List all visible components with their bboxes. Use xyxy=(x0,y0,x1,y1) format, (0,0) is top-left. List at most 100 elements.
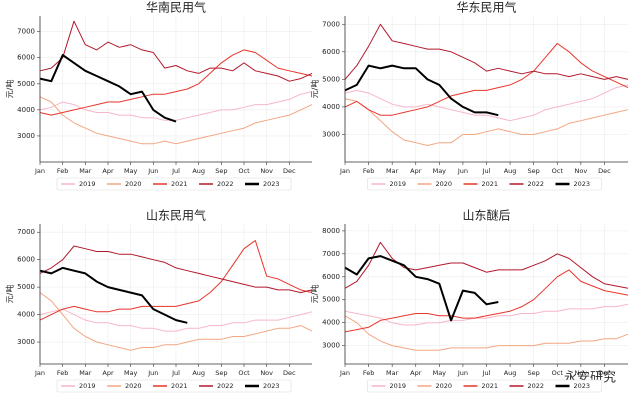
y-tick-label: 4000 xyxy=(17,106,35,114)
series-line xyxy=(39,91,313,121)
x-tick-label: Jul xyxy=(482,369,491,377)
x-tick-label: Sep xyxy=(528,167,540,175)
y-tick-label: 4000 xyxy=(322,319,340,327)
x-tick-label: Aug xyxy=(192,167,205,175)
x-tick-label: Oct xyxy=(552,369,564,377)
series-line xyxy=(344,43,629,116)
series-line xyxy=(344,255,499,322)
legend-label: 2020 xyxy=(436,382,453,390)
x-tick-label: Jul xyxy=(171,369,180,377)
x-tick-label: Nov xyxy=(260,369,273,377)
series-line xyxy=(39,96,313,145)
y-tick-label: 5000 xyxy=(17,283,35,291)
y-tick-label: 6000 xyxy=(17,54,35,62)
legend-label: 2023 xyxy=(574,180,591,188)
x-tick-label: Jun xyxy=(147,167,158,175)
y-tick-label: 7000 xyxy=(17,228,35,236)
y-tick-label: 4000 xyxy=(322,103,340,111)
legend-box xyxy=(56,379,292,393)
series-line xyxy=(344,241,629,289)
legend-label: 2023 xyxy=(574,382,591,390)
y-tick-label: 7000 xyxy=(322,20,340,28)
x-tick-label: Feb xyxy=(57,369,69,377)
x-tick-label: Oct xyxy=(238,369,250,377)
series-line xyxy=(39,20,313,82)
series-line xyxy=(39,308,313,332)
x-tick-label: Mar xyxy=(386,369,399,377)
x-tick-label: Jan xyxy=(34,167,45,175)
chart-title: 华南民用气 xyxy=(146,0,206,15)
x-tick-label: Jan xyxy=(339,167,350,175)
series-line xyxy=(344,303,629,326)
x-tick-label: May xyxy=(124,369,138,377)
y-tick-label: 8000 xyxy=(322,227,340,235)
y-tick-label: 6000 xyxy=(322,273,340,281)
x-tick-label: Jan xyxy=(339,369,350,377)
x-tick-label: Feb xyxy=(363,369,375,377)
y-tick-label: 3000 xyxy=(322,342,340,350)
legend-box xyxy=(367,379,602,393)
series-line xyxy=(39,245,313,294)
y-tick-label: 5000 xyxy=(17,80,35,88)
series-line xyxy=(344,269,629,333)
legend-label: 2023 xyxy=(263,180,280,188)
x-tick-label: Apr xyxy=(102,167,114,175)
legend-label: 2019 xyxy=(79,382,96,390)
series-line xyxy=(344,23,629,80)
series-line xyxy=(39,54,177,123)
x-tick-label: Jun xyxy=(457,167,468,175)
x-tick-label: Dec xyxy=(598,369,611,377)
x-tick-label: Mar xyxy=(79,167,92,175)
legend-label: 2020 xyxy=(125,180,142,188)
x-tick-label: Aug xyxy=(504,369,517,377)
x-tick-label: Apr xyxy=(410,167,422,175)
x-tick-label: Oct xyxy=(552,167,564,175)
legend-label: 2022 xyxy=(528,180,545,188)
legend-label: 2020 xyxy=(436,180,453,188)
legend-label: 2021 xyxy=(171,180,188,188)
y-tick-label: 3000 xyxy=(17,338,35,346)
legend-label: 2019 xyxy=(390,382,407,390)
series-line xyxy=(344,84,629,122)
y-tick-label: 4000 xyxy=(17,311,35,319)
y-tick-label: 7000 xyxy=(322,250,340,258)
series-line xyxy=(39,266,188,324)
y-axis-label: 元/吨 xyxy=(310,80,320,99)
x-tick-label: Apr xyxy=(102,369,114,377)
x-tick-label: Mar xyxy=(386,167,399,175)
x-tick-label: Jun xyxy=(457,369,468,377)
y-tick-label: 7000 xyxy=(17,28,35,36)
x-tick-label: Nov xyxy=(260,167,273,175)
x-tick-label: Oct xyxy=(238,167,250,175)
y-tick-label: 6000 xyxy=(17,256,35,264)
x-tick-label: May xyxy=(124,167,138,175)
x-tick-label: Jun xyxy=(147,369,158,377)
x-tick-label: May xyxy=(433,369,447,377)
x-tick-label: Aug xyxy=(192,369,205,377)
y-tick-label: 5000 xyxy=(322,75,340,83)
series-line xyxy=(344,315,629,351)
x-tick-label: May xyxy=(433,167,447,175)
legend-label: 2022 xyxy=(217,180,234,188)
x-tick-label: Sep xyxy=(528,369,540,377)
x-tick-label: Apr xyxy=(410,369,422,377)
legend-label: 2020 xyxy=(125,382,142,390)
legend-label: 2021 xyxy=(171,382,188,390)
x-tick-label: Nov xyxy=(574,369,587,377)
legend-label: 2019 xyxy=(79,180,96,188)
series-line xyxy=(344,98,629,146)
x-tick-label: Feb xyxy=(57,167,69,175)
x-tick-label: Jul xyxy=(171,167,180,175)
y-tick-label: 3000 xyxy=(322,130,340,138)
x-tick-label: Feb xyxy=(363,167,375,175)
x-tick-label: Dec xyxy=(283,369,296,377)
y-axis-label: 元/吨 xyxy=(5,285,15,304)
legend-label: 2022 xyxy=(528,382,545,390)
legend-label: 2021 xyxy=(482,382,499,390)
chart-title: 华东民用气 xyxy=(456,0,516,15)
legend-box xyxy=(367,177,602,191)
series-line xyxy=(39,240,313,321)
x-tick-label: Dec xyxy=(598,167,611,175)
